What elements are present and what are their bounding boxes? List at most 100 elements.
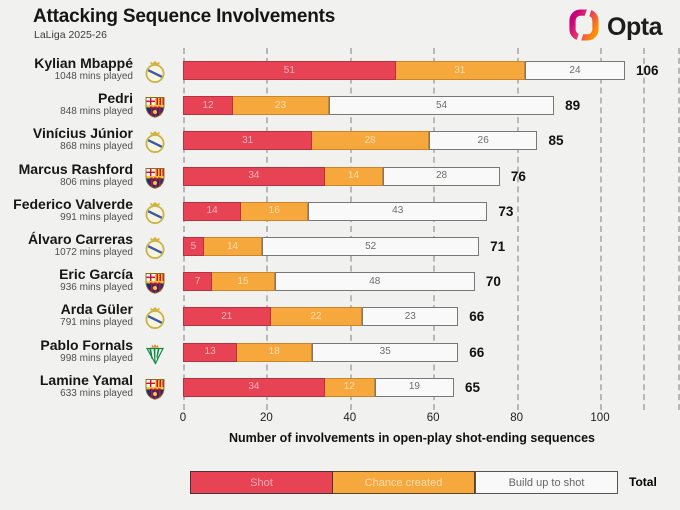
chance-created-segment: 16 <box>241 201 309 221</box>
player-name: Vinícius Júnior <box>32 125 133 142</box>
segment-value: 18 <box>268 346 280 358</box>
total-value: 89 <box>565 98 581 114</box>
player-row: Pablo Fornals 998 mins played 13 18 35 66 <box>0 337 680 372</box>
build-up-segment: 19 <box>374 377 455 397</box>
segment-value: 14 <box>347 170 360 182</box>
build-up-segment: 23 <box>362 307 459 327</box>
stacked-bar: 31 28 26 <box>183 131 538 151</box>
build-up-segment: 52 <box>262 237 480 256</box>
page-subtitle: LaLiga 2025-26 <box>34 29 107 41</box>
player-row: Federico Valverde 991 mins played 14 16 43… <box>0 196 680 231</box>
total-value: 70 <box>485 274 501 290</box>
chance-created-segment: 31 <box>395 61 525 80</box>
player-row: Marcus Rashford 806 mins played 34 14 28 7… <box>0 161 680 196</box>
chance-created-segment: 28 <box>312 131 430 151</box>
gridline <box>349 48 352 410</box>
stacked-bar: 21 22 23 <box>183 307 459 327</box>
player-row: Vinícius Júnior 868 mins played 31 28 26 8… <box>0 125 680 160</box>
stacked-bar: 14 16 43 <box>183 201 488 221</box>
total-value: 65 <box>465 379 481 395</box>
segment-value: 5 <box>190 240 197 252</box>
stacked-bar: 5 14 52 <box>183 237 480 256</box>
club-crest-icon <box>143 165 167 191</box>
segment-value: 14 <box>226 240 239 252</box>
shot-segment: 31 <box>183 131 313 151</box>
club-crest-icon <box>143 200 167 226</box>
club-crest-icon <box>143 341 167 367</box>
player-name: Pablo Fornals <box>40 336 133 353</box>
player-row: Lamine Yamal 633 mins played 34 12 19 65 <box>0 372 680 407</box>
legend-item-chance-created: Chance created <box>333 471 475 494</box>
player-name: Álvaro Carreras <box>27 231 133 247</box>
legend: Shot Chance created Build up to shot <box>190 471 618 494</box>
segment-value: 19 <box>408 381 420 393</box>
segment-value: 28 <box>435 170 448 182</box>
x-tick-label: 0 <box>179 412 187 424</box>
segment-value: 13 <box>204 346 216 358</box>
segment-value: 31 <box>454 64 466 76</box>
player-name: Lamine Yamal <box>39 371 133 388</box>
total-value: 66 <box>469 344 485 360</box>
opta-logo-icon <box>569 7 599 46</box>
club-crest-icon <box>143 235 167 261</box>
gridline <box>600 48 602 410</box>
player-row: Arda Güler 791 mins played 21 22 23 66 <box>0 301 680 336</box>
segment-value: 34 <box>248 170 260 182</box>
club-crest-icon <box>143 270 167 296</box>
club-crest-icon <box>143 305 167 331</box>
club-crest-icon <box>143 376 167 402</box>
opta-wordmark: Opta <box>607 13 662 41</box>
stacked-bar: 34 12 19 <box>183 377 455 397</box>
segment-value: 28 <box>364 134 376 146</box>
shot-segment: 51 <box>183 61 396 80</box>
segment-value: 43 <box>392 205 404 217</box>
segment-value: 15 <box>237 275 249 287</box>
player-minutes: 791 mins played <box>60 317 133 329</box>
segment-value: 26 <box>477 134 489 146</box>
segment-value: 51 <box>283 64 295 76</box>
shot-segment: 5 <box>183 237 204 256</box>
chance-created-segment: 22 <box>270 307 363 327</box>
stacked-bar: 51 31 24 <box>183 61 625 80</box>
total-value: 76 <box>510 168 526 184</box>
player-minutes: 936 mins played <box>60 282 133 294</box>
gridline <box>516 48 519 410</box>
build-up-segment: 43 <box>308 201 488 221</box>
shot-segment: 21 <box>183 307 271 327</box>
shot-segment: 34 <box>183 377 325 397</box>
x-tick-label: 100 <box>590 412 610 424</box>
player-name: Pedri <box>97 90 133 107</box>
player-minutes: 848 mins played <box>60 106 133 118</box>
stacked-bar: 7 15 48 <box>183 272 475 292</box>
player-row: Pedri 848 mins played 12 23 54 89 <box>0 90 680 125</box>
x-tick-label: 20 <box>259 412 273 424</box>
legend-item-build-up-to-shot: Build up to shot <box>475 471 618 494</box>
total-value: 106 <box>636 63 659 78</box>
build-up-segment: 26 <box>429 131 538 151</box>
x-tick-label: 40 <box>343 412 357 424</box>
chance-created-segment: 18 <box>237 342 313 362</box>
build-up-segment: 48 <box>274 272 475 292</box>
segment-value: 54 <box>435 99 448 111</box>
build-up-segment: 35 <box>312 342 459 362</box>
build-up-segment: 54 <box>328 96 555 116</box>
total-value: 85 <box>548 133 564 149</box>
player-minutes: 991 mins played <box>60 211 133 223</box>
player-name: Kylian Mbappé <box>34 55 133 71</box>
stacked-bar: 34 14 28 <box>183 166 500 186</box>
segment-value: 23 <box>404 310 416 322</box>
player-name: Arda Güler <box>60 301 133 318</box>
opta-brand: Opta <box>569 7 662 46</box>
segment-value: 12 <box>202 99 214 111</box>
build-up-segment: 24 <box>524 61 625 80</box>
chance-created-segment: 12 <box>324 377 375 397</box>
player-minutes: 998 mins played <box>60 352 133 364</box>
segment-value: 24 <box>569 64 581 76</box>
segment-value: 22 <box>310 310 322 322</box>
segment-value: 34 <box>248 381 260 393</box>
chance-created-segment: 15 <box>212 272 275 292</box>
total-value: 66 <box>469 309 485 325</box>
build-up-segment: 28 <box>383 166 500 186</box>
segment-value: 14 <box>206 205 218 217</box>
player-name: Marcus Rashford <box>18 160 133 177</box>
